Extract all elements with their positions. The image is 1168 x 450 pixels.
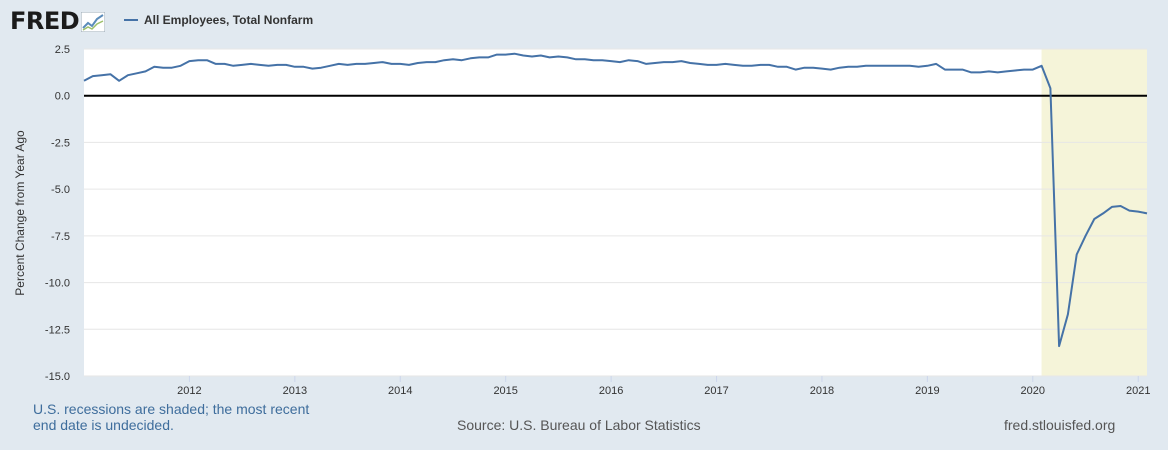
site-link[interactable]: fred.stlouisfed.org bbox=[1004, 417, 1116, 433]
recession-note: U.S. recessions are shaded; the most rec… bbox=[33, 401, 310, 433]
y-tick-label: -5.0 bbox=[51, 184, 70, 196]
x-tick-label: 2014 bbox=[388, 385, 412, 397]
fred-logo[interactable]: FRED bbox=[10, 6, 106, 36]
x-tick-label: 2018 bbox=[810, 385, 834, 397]
x-tick-label: 2021 bbox=[1126, 385, 1150, 397]
recession-shade bbox=[1041, 49, 1147, 376]
x-tick-label: 2019 bbox=[915, 385, 939, 397]
y-tick-label: -7.5 bbox=[51, 231, 70, 243]
x-tick-label: 2013 bbox=[283, 385, 307, 397]
x-tick-label: 2015 bbox=[493, 385, 517, 397]
y-tick-label: -2.5 bbox=[51, 137, 70, 149]
plot-area bbox=[84, 49, 1147, 376]
x-tick-label: 2020 bbox=[1021, 385, 1045, 397]
x-tick-label: 2012 bbox=[177, 385, 201, 397]
x-tick-label: 2016 bbox=[599, 385, 623, 397]
y-tick-label: -10.0 bbox=[45, 278, 70, 290]
y-tick-label: 0.0 bbox=[55, 91, 70, 103]
source-text: Source: U.S. Bureau of Labor Statistics bbox=[457, 417, 701, 433]
y-tick-label: 2.5 bbox=[55, 44, 70, 56]
chart-legend[interactable]: All Employees, Total Nonfarm bbox=[124, 13, 313, 27]
line-chart: 2.5 0.0 -2.5 -5.0 -7.5 -10.0 -12.5 -15.0 2012 201… bbox=[45, 44, 1151, 397]
y-tick-label: -15.0 bbox=[45, 371, 70, 383]
series-line bbox=[83, 52, 1148, 348]
y-tick-label: -12.5 bbox=[45, 324, 70, 336]
logo-graph-icon bbox=[81, 12, 106, 32]
x-tick-label: 2017 bbox=[704, 385, 728, 397]
legend-series-label: All Employees, Total Nonfarm bbox=[144, 13, 314, 27]
legend-swatch bbox=[124, 19, 138, 21]
logo-text: FRED bbox=[10, 7, 80, 35]
